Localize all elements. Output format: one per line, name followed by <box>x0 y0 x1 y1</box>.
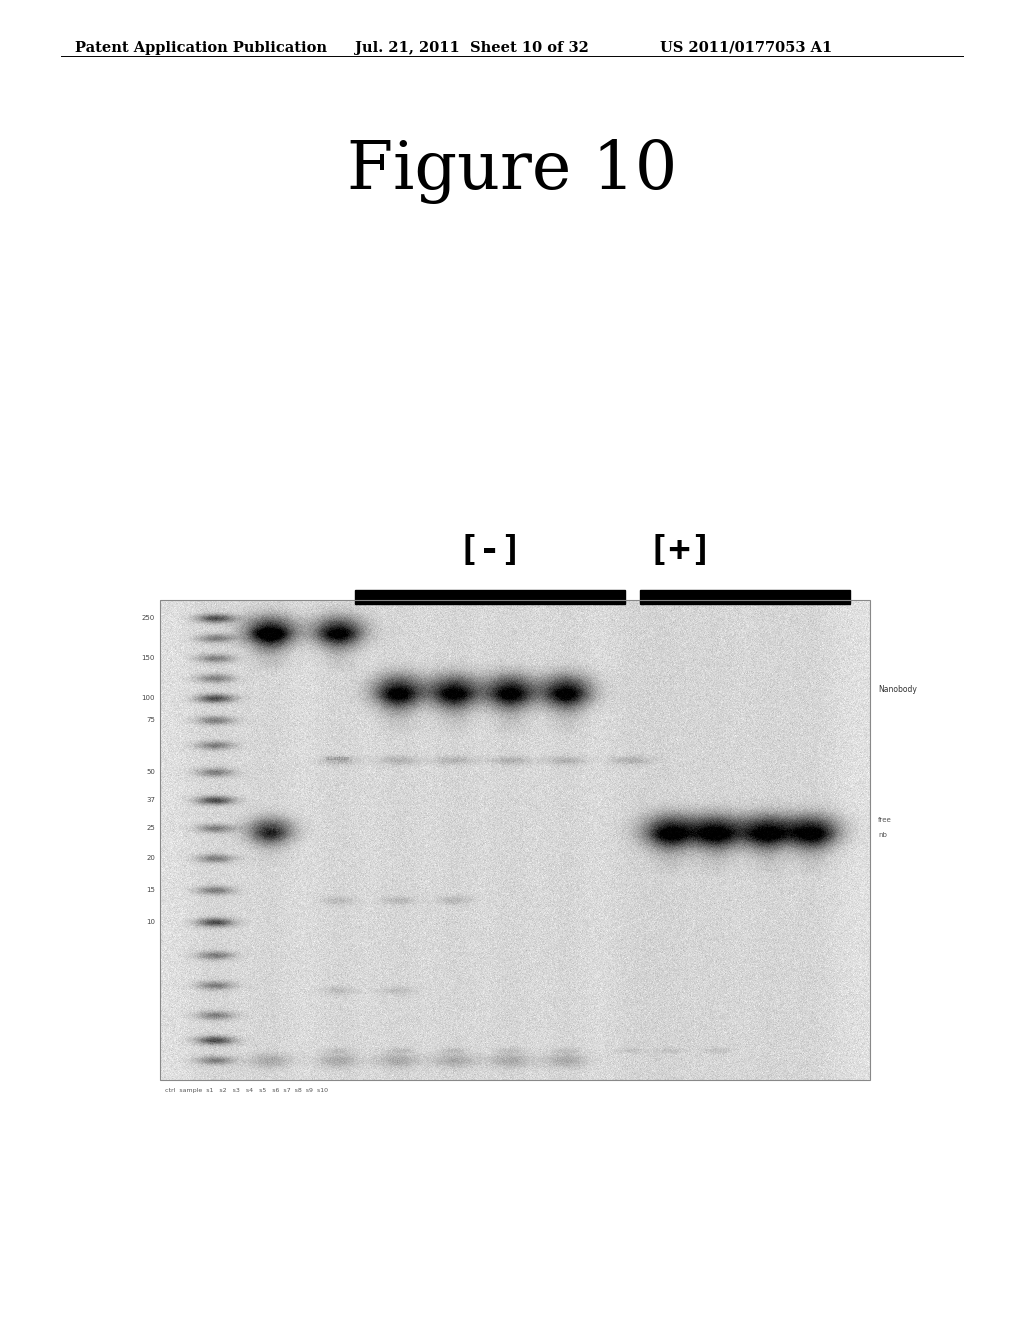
Text: [-]: [-] <box>458 535 522 568</box>
Text: 15: 15 <box>146 887 155 894</box>
Text: Figure 10: Figure 10 <box>347 139 677 203</box>
Text: 250: 250 <box>141 615 155 620</box>
Bar <box>355 590 625 605</box>
Text: ctrl  sample  s1   s2   s3   s4   s5   s6  s7  s8  s9  s10: ctrl sample s1 s2 s3 s4 s5 s6 s7 s8 s9 s… <box>165 1088 328 1093</box>
Bar <box>160 601 870 1080</box>
Text: 150: 150 <box>141 655 155 661</box>
Text: 100: 100 <box>141 696 155 701</box>
Text: 20: 20 <box>146 855 155 861</box>
Text: a.Ladder: a.Ladder <box>326 755 350 760</box>
Text: 50: 50 <box>146 770 155 775</box>
Text: 25: 25 <box>146 825 155 832</box>
Text: [+]: [+] <box>647 535 713 568</box>
Text: US 2011/0177053 A1: US 2011/0177053 A1 <box>660 41 833 54</box>
Text: 37: 37 <box>146 797 155 803</box>
Text: free: free <box>878 817 892 822</box>
Text: 75: 75 <box>146 717 155 723</box>
Text: 10: 10 <box>146 919 155 925</box>
Bar <box>640 590 850 605</box>
Text: Jul. 21, 2011  Sheet 10 of 32: Jul. 21, 2011 Sheet 10 of 32 <box>355 41 589 54</box>
Text: nb: nb <box>878 832 887 838</box>
Text: Nanobody: Nanobody <box>878 685 916 694</box>
Text: Patent Application Publication: Patent Application Publication <box>75 41 327 54</box>
